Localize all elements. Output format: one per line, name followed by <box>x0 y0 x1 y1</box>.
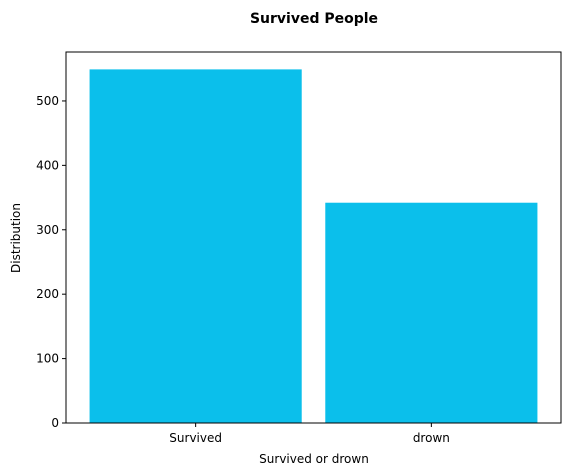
x-tick-label: drown <box>413 431 450 445</box>
y-axis-ticks: 0 100 200 300 400 500 <box>36 94 66 430</box>
bar-survived <box>89 69 302 423</box>
x-axis-ticks: Survived drown <box>169 423 450 445</box>
y-tick-label: 500 <box>36 94 59 108</box>
x-tick-label: Survived <box>169 431 222 445</box>
y-tick-label: 100 <box>36 352 59 366</box>
y-tick-label: 400 <box>36 158 59 172</box>
chart-title: Survived People <box>250 11 378 27</box>
x-axis-label: Survived or drown <box>259 452 369 466</box>
plot-frame <box>65 51 562 424</box>
bar-drown <box>325 202 538 423</box>
y-tick-label: 300 <box>36 223 59 237</box>
bars-group <box>89 69 538 423</box>
y-axis-label: Distribution <box>9 203 23 273</box>
y-tick-label: 0 <box>51 416 59 430</box>
y-tick-label: 200 <box>36 287 59 301</box>
